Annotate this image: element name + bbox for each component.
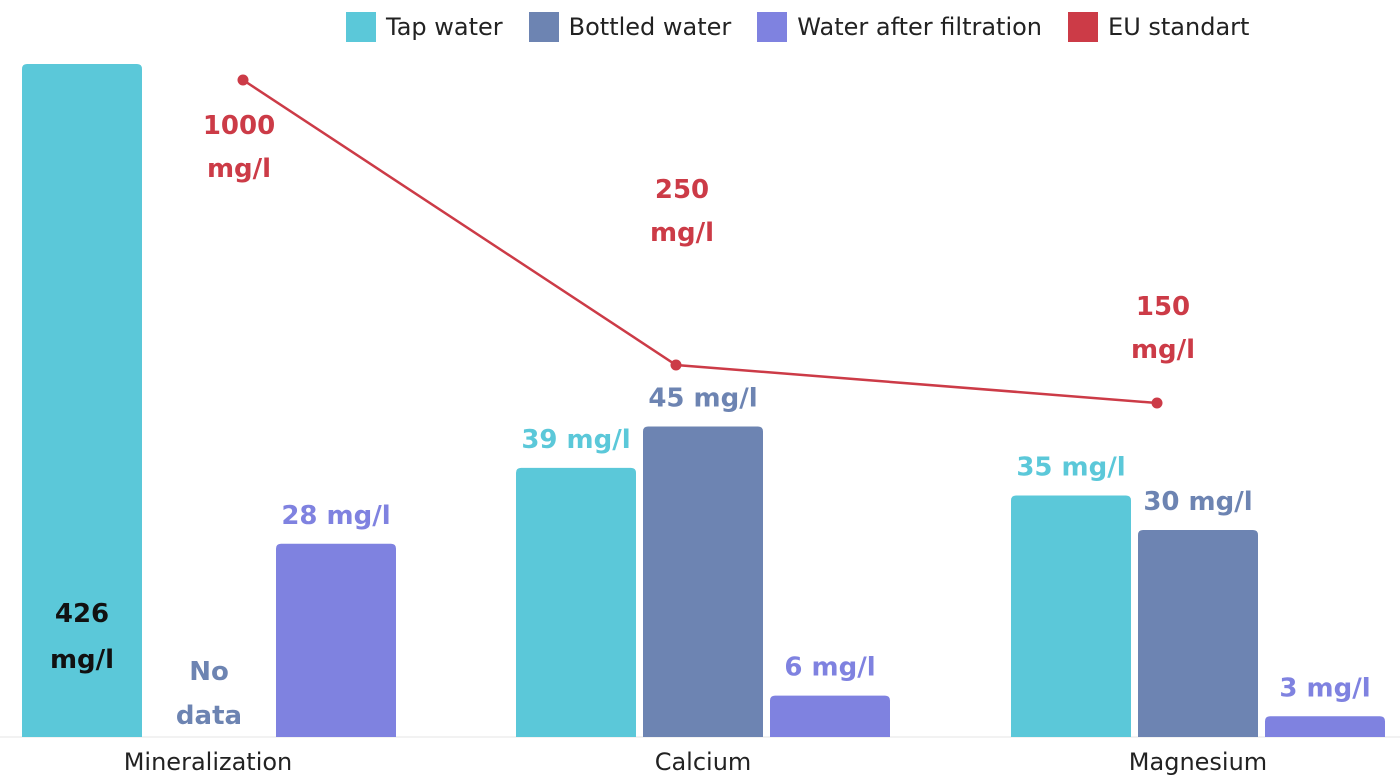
bar-water-after-filtration-calcium — [770, 695, 890, 737]
eu-standard-point — [1151, 397, 1163, 409]
category-label: Calcium — [655, 748, 752, 776]
bar-value-label: 28 mg/l — [281, 501, 390, 531]
eu-standard-value-label: 150 — [1136, 292, 1190, 322]
bar-label-no-data: data — [176, 701, 242, 731]
legend-label-bottled-water: Bottled water — [568, 13, 732, 41]
legend-swatch-eu-standard — [1068, 12, 1099, 42]
bar-tap-water-calcium — [516, 467, 636, 737]
legend: Tap water Bottled water Water after filt… — [346, 12, 1275, 42]
legend-item-bottled-water: Bottled water — [528, 12, 732, 42]
eu-standard-point — [670, 359, 682, 371]
bar-value-label: 30 mg/l — [1143, 487, 1252, 517]
bar-water-after-filtration-mineralization — [276, 543, 396, 737]
legend-label-tap-water: Tap water — [386, 13, 503, 41]
bar-water-after-filtration-magnesium — [1265, 716, 1385, 737]
bar-bottled-water-magnesium — [1138, 530, 1258, 737]
eu-standard-value-label: 1000 — [203, 111, 275, 141]
category-label: Magnesium — [1129, 748, 1267, 776]
bar-tap-water-magnesium — [1011, 495, 1131, 737]
legend-label-eu-standard: EU standart — [1108, 13, 1250, 41]
bar-value-label: 3 mg/l — [1279, 673, 1370, 703]
eu-standard-point — [237, 74, 249, 86]
eu-standard-value-label: mg/l — [1131, 335, 1195, 365]
bar-value-label: 6 mg/l — [784, 653, 875, 683]
legend-item-tap-water: Tap water — [346, 12, 503, 42]
eu-standard-value-label: mg/l — [207, 154, 271, 184]
bar-tap-water-mineralization — [22, 64, 142, 737]
bar-value-label: 45 mg/l — [648, 384, 757, 414]
legend-item-filtered-water: Water after filtration — [757, 12, 1042, 42]
eu-standard-value-label: mg/l — [650, 218, 714, 248]
eu-standard-value-label: 250 — [655, 175, 709, 205]
bar-bottled-water-calcium — [643, 426, 763, 737]
bar-value-label: 35 mg/l — [1016, 453, 1125, 483]
legend-label-filtered-water: Water after filtration — [797, 13, 1043, 41]
legend-swatch-tap-water — [346, 12, 376, 42]
bar-value-label: 426 — [55, 599, 109, 629]
bar-label-no-data: No — [189, 657, 229, 687]
bar-value-label: 39 mg/l — [521, 425, 630, 455]
legend-swatch-filtered-water — [757, 12, 788, 42]
legend-item-eu-standard: EU standart — [1068, 12, 1249, 42]
legend-swatch-bottled-water — [528, 12, 559, 42]
category-label: Mineralization — [124, 748, 293, 776]
bar-value-label: mg/l — [50, 645, 114, 675]
